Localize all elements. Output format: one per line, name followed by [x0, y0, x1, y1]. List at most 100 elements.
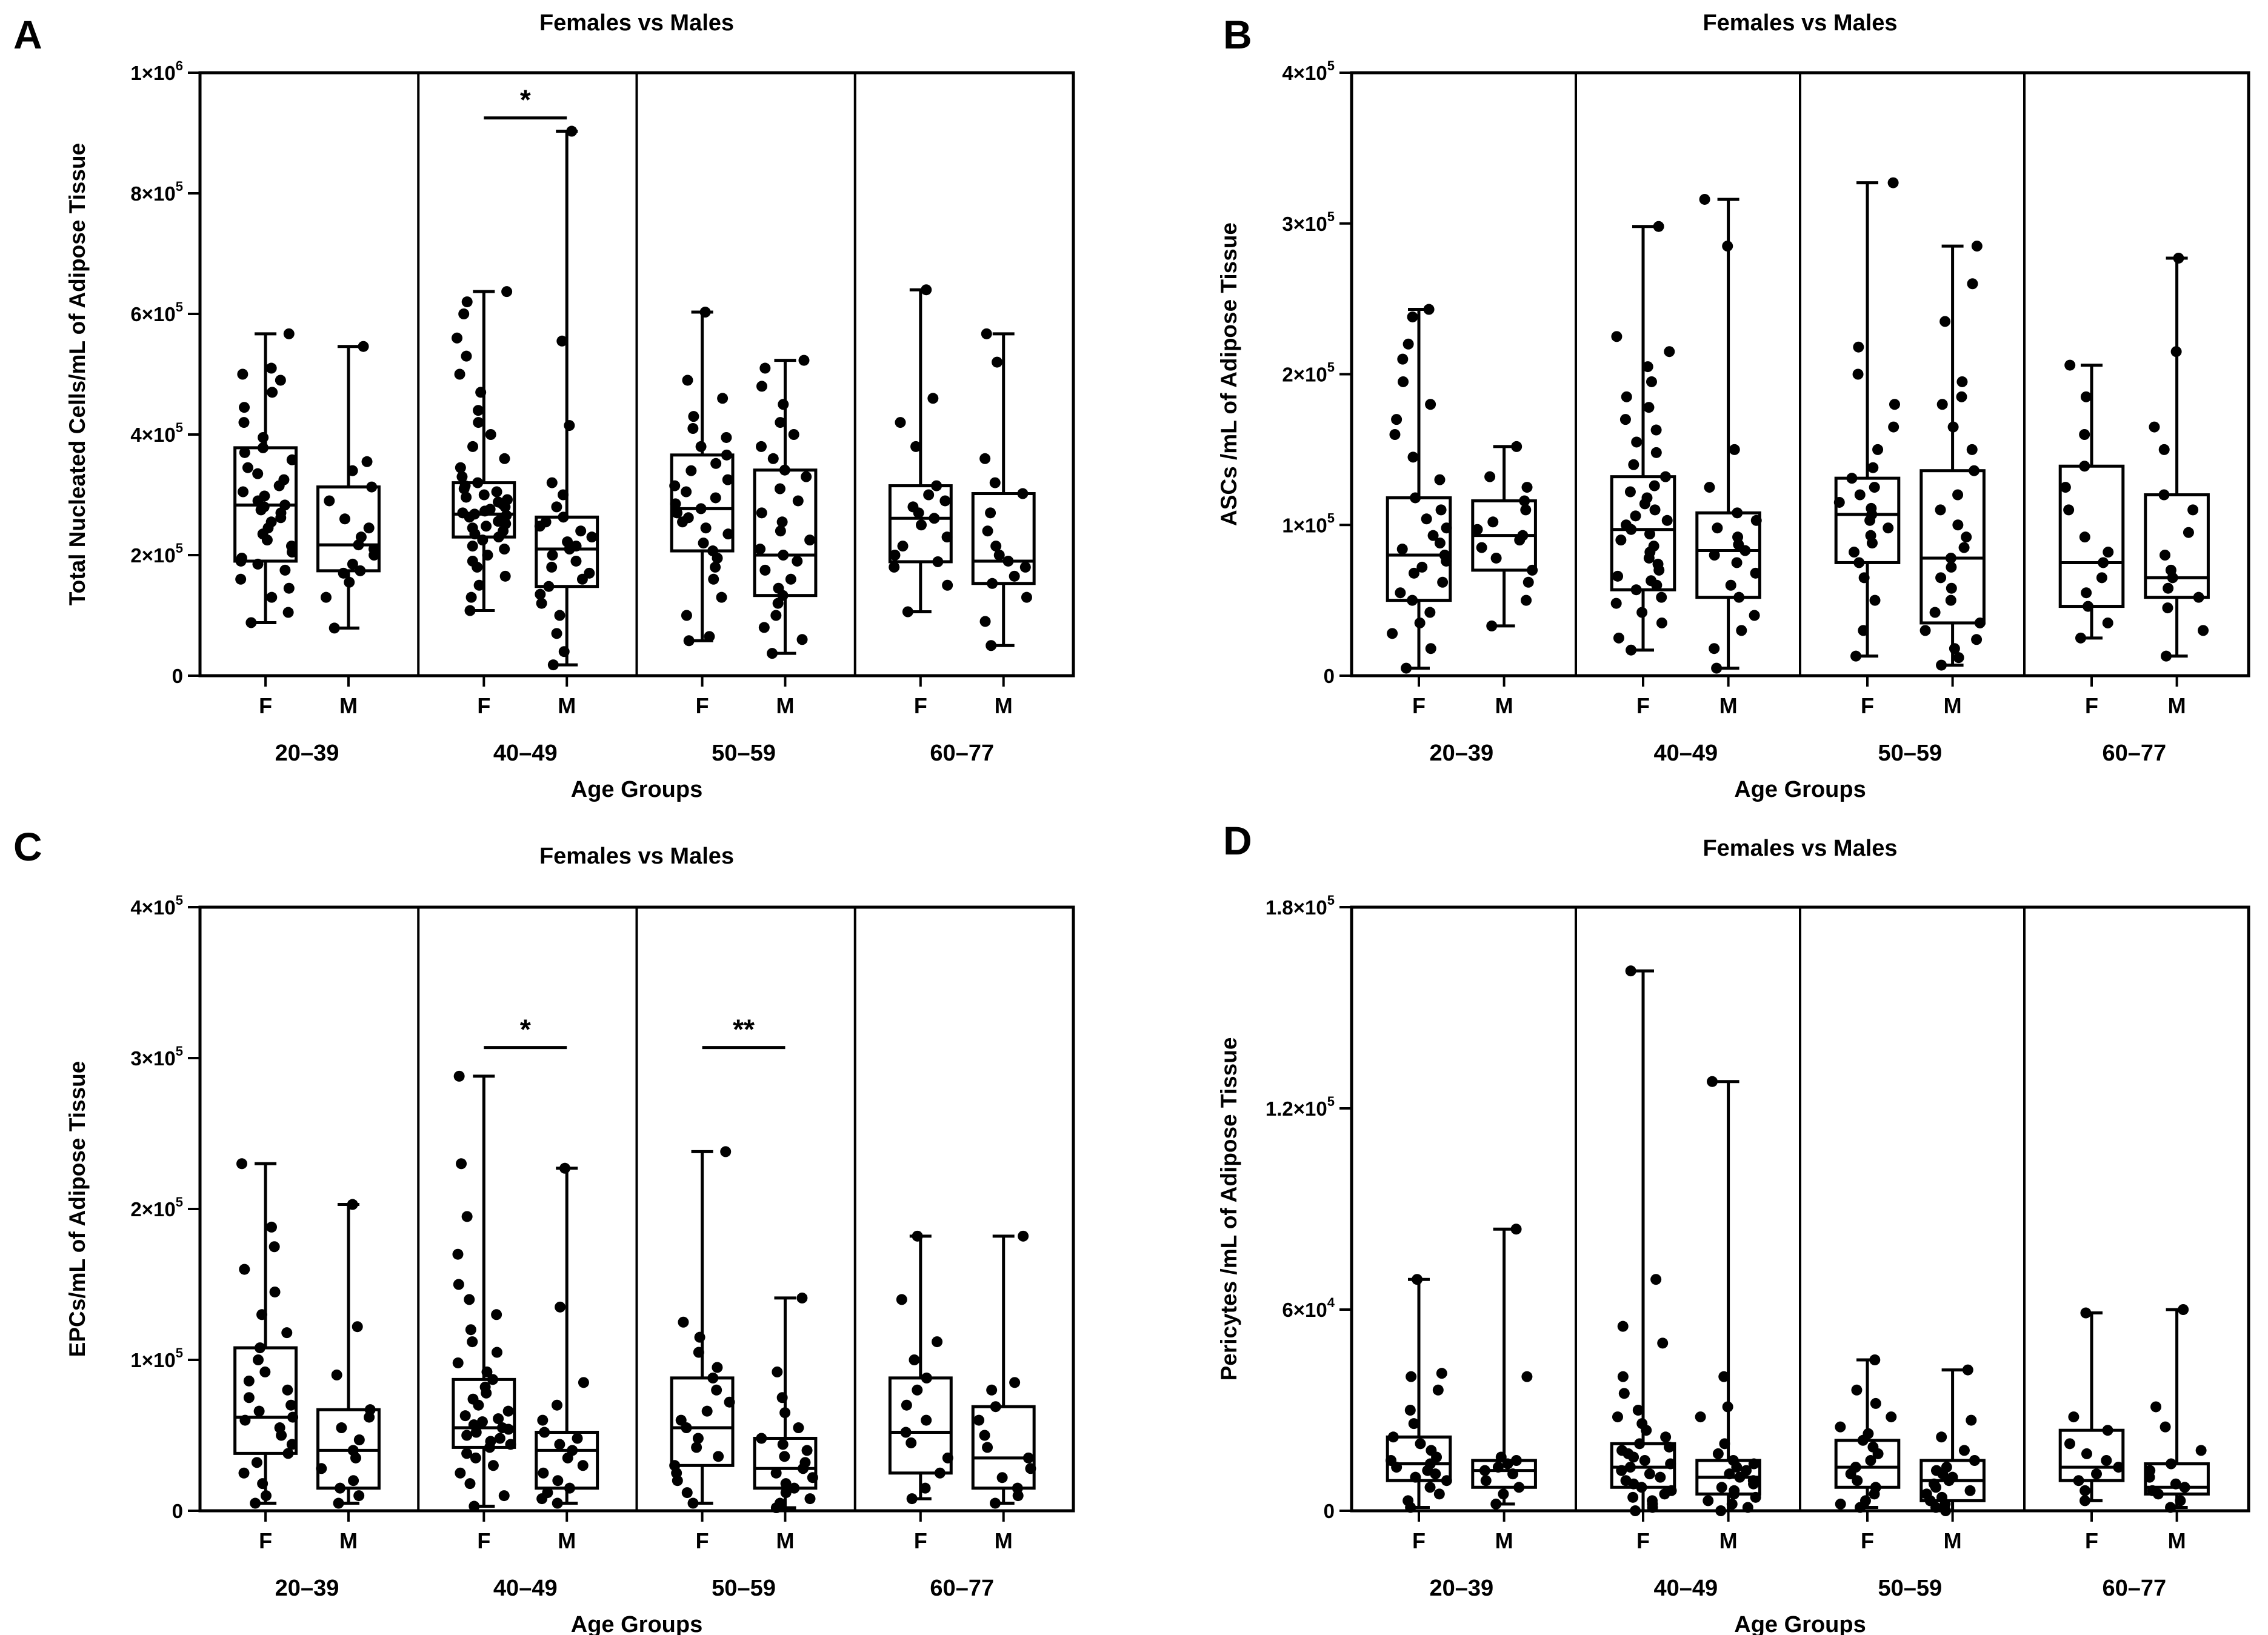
data-point	[942, 1452, 953, 1464]
data-point	[2063, 504, 2075, 516]
data-point	[1865, 1455, 1876, 1466]
data-point	[927, 393, 939, 404]
age-group-label: 50–59	[1878, 1576, 1942, 1601]
data-point	[770, 1467, 782, 1479]
data-point	[461, 491, 472, 503]
data-point	[467, 1336, 478, 1348]
data-point	[670, 498, 681, 510]
data-point	[1731, 557, 1743, 568]
panel-letter: B	[1223, 12, 1252, 57]
data-point	[475, 387, 487, 398]
data-point	[716, 591, 727, 603]
data-point	[1612, 570, 1624, 582]
data-point	[987, 578, 998, 589]
data-point	[1967, 278, 1978, 290]
data-point	[487, 1460, 499, 1471]
data-point	[1655, 1471, 1666, 1483]
data-point	[1724, 1468, 1735, 1480]
data-point	[1750, 514, 1762, 526]
data-point	[1009, 570, 1020, 582]
x-tick-label-f: F	[696, 1528, 709, 1553]
data-point	[347, 1445, 359, 1456]
data-point	[455, 1467, 466, 1479]
data-point	[335, 1482, 346, 1494]
data-point	[1423, 304, 1435, 315]
data-point	[570, 555, 582, 567]
data-point	[452, 1357, 464, 1368]
x-tick-label-m: M	[339, 1528, 358, 1553]
data-point	[476, 1416, 488, 1428]
x-tick-label-m: M	[995, 1528, 1013, 1553]
significance-label: *	[520, 1014, 531, 1045]
x-tick-label-m: M	[1719, 1528, 1738, 1553]
data-point	[682, 375, 693, 386]
data-point	[1867, 1441, 1879, 1453]
age-group-label: 50–59	[712, 1576, 776, 1601]
data-point	[1643, 402, 1655, 413]
data-point	[2102, 617, 2113, 628]
data-point	[268, 1241, 280, 1253]
data-point	[1715, 1505, 1727, 1516]
data-point	[1628, 459, 1639, 470]
iqr-box	[1919, 469, 1986, 625]
y-axis-label: EPCs/mL of Adipose Tissue	[65, 1061, 90, 1357]
box-f-20–39	[233, 1158, 299, 1509]
data-point	[2149, 421, 2160, 433]
box-f-40–49	[1610, 965, 1677, 1516]
data-point	[478, 489, 490, 501]
data-point	[931, 480, 942, 491]
data-point	[552, 1475, 564, 1487]
box-m-20–39	[316, 1199, 381, 1509]
data-point	[1410, 492, 1421, 504]
data-point	[759, 362, 771, 374]
data-point	[286, 1439, 298, 1450]
data-point	[2193, 591, 2204, 603]
data-point	[1634, 1438, 1646, 1450]
data-point	[788, 429, 799, 440]
data-point	[1664, 346, 1675, 358]
y-tick-label: 6×105	[130, 299, 183, 325]
data-point	[789, 1482, 800, 1494]
data-point	[1665, 1458, 1676, 1470]
data-point	[669, 1460, 681, 1471]
data-point	[502, 1405, 514, 1417]
data-point	[796, 1292, 808, 1304]
data-point	[459, 1410, 471, 1422]
data-point	[482, 550, 493, 561]
x-axis-label: Age Groups	[571, 1612, 702, 1635]
age-group-label: 50–59	[1878, 741, 1942, 766]
data-point	[457, 507, 469, 519]
data-point	[2080, 1485, 2091, 1496]
data-point	[1404, 1405, 1416, 1416]
data-point	[575, 525, 587, 537]
data-point	[316, 1463, 327, 1474]
data-point	[286, 454, 298, 465]
data-point	[578, 1377, 589, 1388]
data-point	[461, 1430, 473, 1441]
box-f-20–39	[233, 328, 298, 628]
y-tick-label: 8×105	[130, 179, 183, 205]
data-point	[464, 1294, 475, 1305]
data-point	[1846, 473, 1858, 484]
data-point	[1865, 530, 1876, 541]
data-point	[992, 356, 1003, 368]
data-point	[1480, 1475, 1492, 1487]
data-point	[347, 465, 358, 476]
data-point	[713, 1451, 724, 1462]
data-point	[1519, 495, 1530, 507]
x-tick-label-f: F	[696, 693, 709, 718]
data-point	[902, 606, 913, 618]
data-point	[344, 576, 355, 588]
data-point	[1741, 1465, 1752, 1476]
data-point	[1396, 544, 1408, 555]
data-point	[499, 570, 511, 582]
data-point	[1425, 399, 1436, 410]
data-point	[1929, 607, 1941, 618]
data-point	[1479, 1465, 1490, 1476]
box-f-60–77	[888, 284, 953, 618]
age-group-label: 20–39	[1429, 1576, 1493, 1601]
box-m-20–39	[1471, 1224, 1537, 1510]
data-point	[804, 1493, 816, 1505]
data-point	[2101, 1455, 2112, 1466]
data-point	[722, 528, 734, 540]
